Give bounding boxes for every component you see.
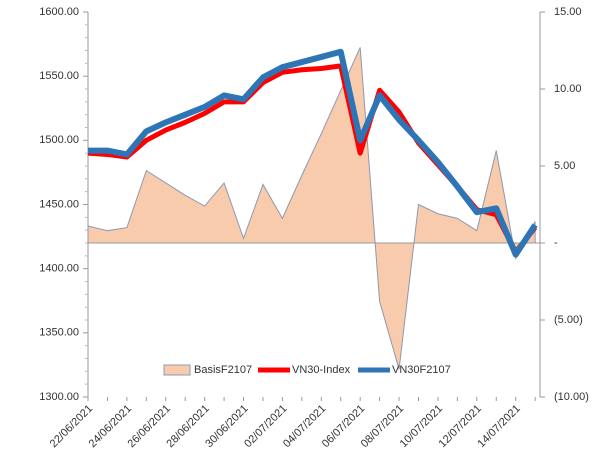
y-tick-label: 1350.00 [39, 327, 79, 339]
y-tick-label: 1300.00 [39, 391, 79, 403]
legend-label: BasisF2107 [194, 364, 252, 376]
y-tick-label: 1450.00 [39, 198, 79, 210]
y2-tick-label: 5.00 [554, 160, 575, 172]
y-tick-label: 1500.00 [39, 134, 79, 146]
legend-label: VN30F2107 [392, 364, 451, 376]
y-tick-label: 1550.00 [39, 70, 79, 82]
legend-swatch [163, 364, 191, 376]
y-tick-label: 1600.00 [39, 6, 79, 18]
area [87, 47, 536, 370]
y2-tick-label: 10.00 [554, 83, 582, 95]
line [88, 48, 538, 258]
y2-tick-label: (5.00) [554, 314, 583, 326]
y2-tick-label: 15.00 [554, 6, 582, 18]
legend-label: VN30-Index [292, 364, 351, 376]
y-tick-label: 1400.00 [39, 263, 79, 275]
y2-tick-label: - [554, 237, 558, 249]
y2-tick-label: (10.00) [554, 391, 589, 403]
